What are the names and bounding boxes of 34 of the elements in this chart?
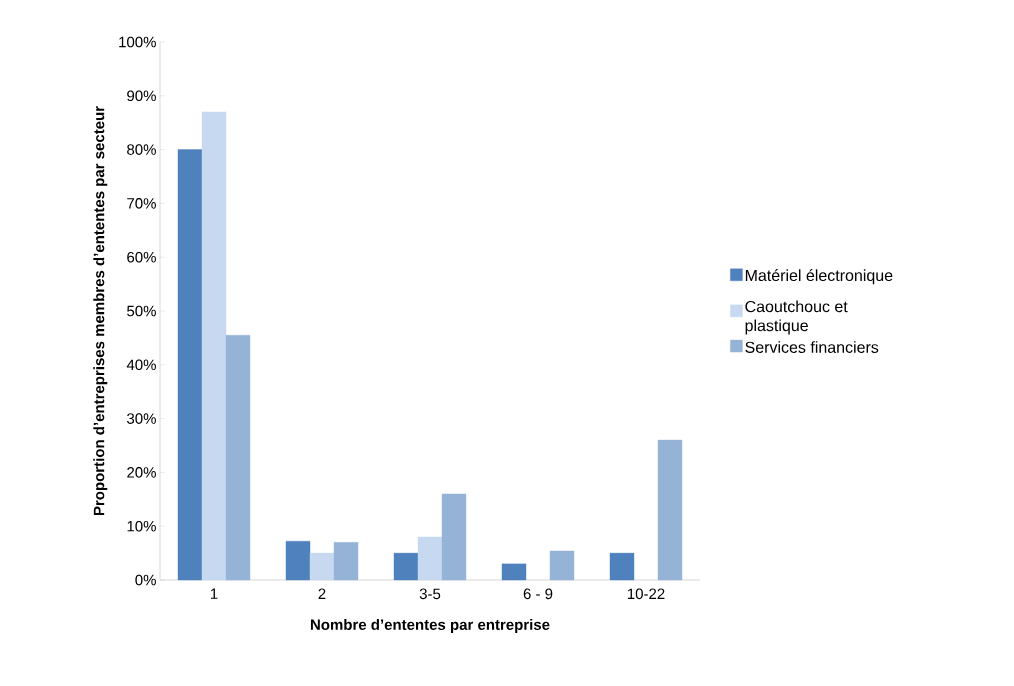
y-tick-label: 50% — [127, 305, 156, 317]
y-tick-label: 90% — [127, 90, 156, 102]
x-tick-label: 2 — [318, 588, 326, 599]
y-axis-title: Proportion d’entreprises membres d’ententes par secteur — [93, 106, 108, 516]
y-tick-label: 20% — [127, 467, 156, 478]
legend-label: Services financiers — [745, 341, 879, 353]
x-tick-label: 6 - 9 — [523, 588, 553, 600]
x-tick-label: 10-22 — [627, 588, 665, 600]
y-tick-label: 80% — [127, 144, 156, 155]
y-tick-label: 30% — [127, 413, 156, 424]
bar — [549, 550, 575, 581]
x-tick-label: 3-5 — [419, 588, 441, 600]
bar — [417, 536, 443, 581]
x-axis-title: Nombre d’ententes par entreprise — [310, 618, 550, 633]
bar — [285, 541, 311, 581]
x-tick-label: 1 — [210, 588, 218, 599]
bar — [657, 439, 683, 581]
legend-label: Caoutchouc et plastique — [745, 300, 848, 335]
bar — [333, 542, 359, 581]
bar — [225, 335, 251, 581]
y-tick-label: 10% — [127, 520, 156, 532]
bar — [177, 149, 203, 581]
bar — [609, 552, 635, 581]
y-tick-label: 100% — [119, 36, 156, 48]
bar — [201, 111, 227, 581]
y-tick-label: 60% — [127, 251, 156, 263]
y-tick-label: 0% — [135, 574, 156, 586]
y-tick-label: 70% — [127, 198, 156, 209]
y-tick-label: 40% — [126, 359, 156, 371]
legend-label: Matériel électronique — [745, 269, 893, 285]
bar — [309, 552, 335, 581]
bar — [501, 563, 527, 581]
bar — [393, 552, 419, 581]
bar — [441, 493, 467, 581]
